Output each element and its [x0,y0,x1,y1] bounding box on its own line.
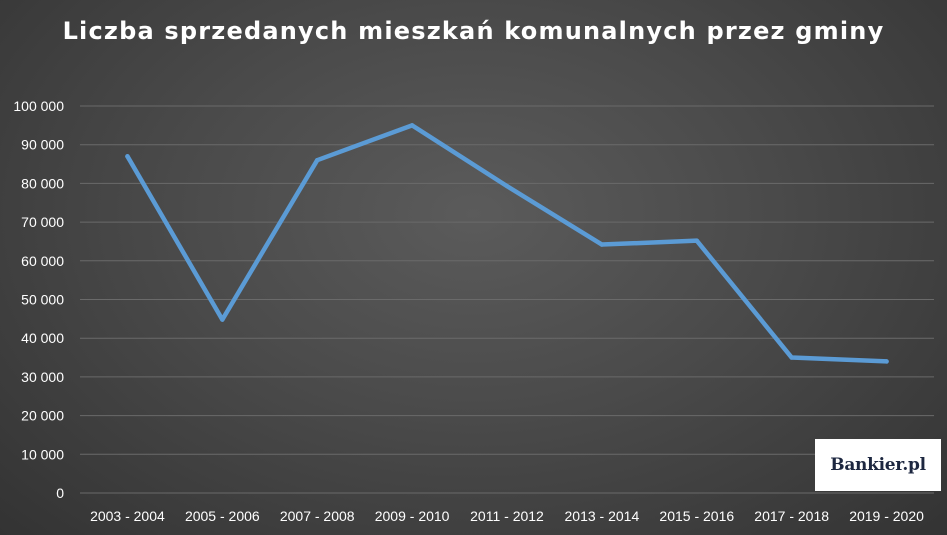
x-axis-ticks: 2003 - 2004 2005 - 2006 2007 - 2008 2009 - … [90,508,924,524]
logo-text: Bankier.pl [830,455,926,475]
x-tick-label: 2005 - 2006 [185,508,260,524]
y-tick-label: 30 000 [21,369,64,385]
x-tick-label: 2009 - 2010 [375,508,450,524]
x-tick-label: 2019 - 2020 [849,508,924,524]
y-tick-label: 50 000 [21,292,64,308]
bankier-logo: Bankier.pl [815,439,941,491]
x-tick-label: 2017 - 2018 [754,508,829,524]
x-tick-label: 2013 - 2014 [565,508,640,524]
data-point [599,242,605,247]
data-point [694,238,699,243]
y-tick-label: 70 000 [21,214,64,230]
x-tick-label: 2015 - 2016 [659,508,734,524]
data-point [125,154,130,159]
chart-title: Liczba sprzedanych mieszkań komunalnych … [62,17,885,45]
y-tick-label: 60 000 [21,253,64,269]
data-point [409,123,415,128]
y-tick-label: 20 000 [21,408,64,424]
y-tick-label: 40 000 [21,330,64,346]
data-point [884,359,889,364]
x-tick-label: 2007 - 2008 [280,508,355,524]
x-tick-label: 2003 - 2004 [90,508,165,524]
y-tick-label: 0 [56,485,64,501]
series-line [125,123,889,364]
data-point [315,157,320,163]
data-point [789,355,794,360]
grid-lines [80,105,934,494]
y-tick-label: 10 000 [21,446,64,462]
x-tick-label: 2011 - 2012 [470,508,544,524]
data-point [504,183,510,189]
y-tick-label: 80 000 [21,175,64,191]
y-tick-label: 90 000 [21,137,64,153]
y-axis-ticks: 0 10 000 20 000 30 000 40 000 50 000 60 000 70 … [13,98,64,501]
data-point [220,317,225,322]
y-tick-label: 100 000 [13,98,64,114]
series-layer [125,123,889,364]
